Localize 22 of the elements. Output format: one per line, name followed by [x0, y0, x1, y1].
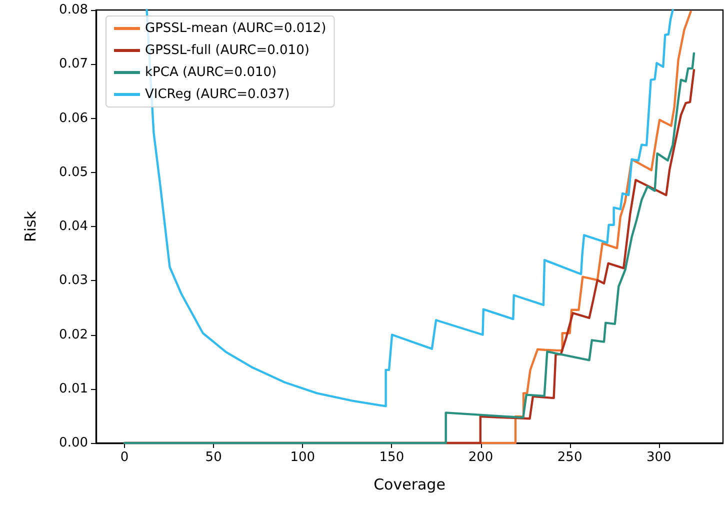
x-tick-label: 250 — [557, 450, 582, 465]
y-tick-label: 0.08 — [59, 2, 88, 18]
legend-label: GPSSL-mean (AURC=0.012) — [145, 21, 326, 36]
x-tick-label: 200 — [468, 450, 494, 465]
y-tick-label: 0.07 — [59, 56, 88, 72]
y-tick-label: 0.04 — [59, 219, 88, 234]
x-tick-label: 300 — [646, 450, 672, 465]
y-tick-label: 0.02 — [59, 327, 88, 342]
y-axis-title: Risk — [22, 210, 40, 242]
y-tick-label: 0.05 — [59, 164, 88, 180]
x-tick-label: 50 — [205, 450, 222, 465]
x-tick-label: 150 — [379, 450, 404, 465]
y-tick-label: 0.06 — [59, 110, 88, 126]
y-tick-label: 0.03 — [59, 273, 88, 288]
legend-label: VICReg (AURC=0.037) — [145, 87, 290, 102]
legend-label: kPCA (AURC=0.010) — [145, 65, 277, 80]
y-tick-label: 0.01 — [59, 381, 88, 396]
x-axis-title: Coverage — [374, 476, 446, 494]
legend-label: GPSSL-full (AURC=0.010) — [145, 43, 310, 58]
y-tick-label: 0.00 — [59, 436, 88, 450]
x-tick-label: 100 — [290, 450, 316, 465]
x-tick-label: 0 — [120, 450, 129, 465]
